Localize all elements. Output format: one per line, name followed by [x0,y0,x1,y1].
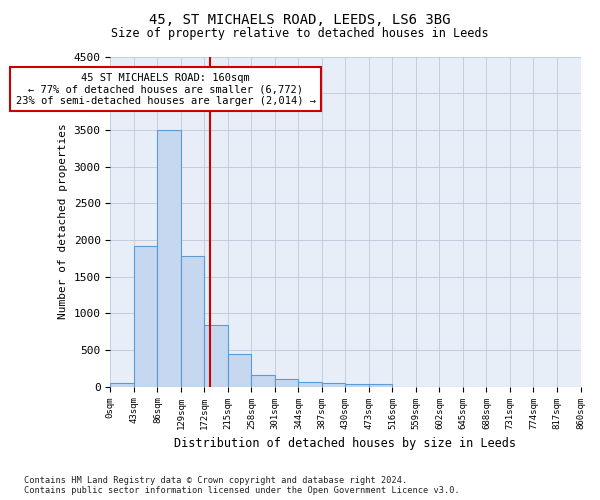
Bar [275,378,298,386]
Bar [157,130,181,386]
Text: Size of property relative to detached houses in Leeds: Size of property relative to detached ho… [111,28,489,40]
Bar [205,325,228,386]
Bar [369,384,392,386]
Text: 45 ST MICHAELS ROAD: 160sqm
← 77% of detached houses are smaller (6,772)
23% of : 45 ST MICHAELS ROAD: 160sqm ← 77% of det… [16,72,316,106]
Bar [298,382,322,386]
Bar [134,246,157,386]
Text: Contains HM Land Registry data © Crown copyright and database right 2024.
Contai: Contains HM Land Registry data © Crown c… [24,476,460,495]
Bar [346,384,369,386]
X-axis label: Distribution of detached houses by size in Leeds: Distribution of detached houses by size … [175,437,517,450]
Bar [251,374,275,386]
Bar [228,354,251,386]
Bar [322,382,346,386]
Bar [110,383,134,386]
Bar [181,256,205,386]
Y-axis label: Number of detached properties: Number of detached properties [58,124,68,320]
Text: 45, ST MICHAELS ROAD, LEEDS, LS6 3BG: 45, ST MICHAELS ROAD, LEEDS, LS6 3BG [149,12,451,26]
